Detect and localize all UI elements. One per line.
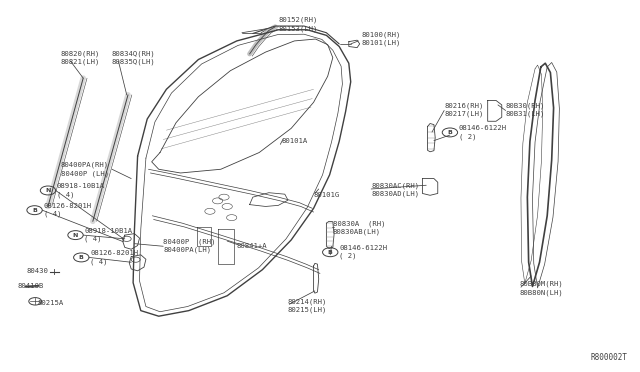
- Text: 80B30(RH)
80B31(LH): 80B30(RH) 80B31(LH): [506, 102, 545, 117]
- Text: 80100(RH)
80101(LH): 80100(RH) 80101(LH): [362, 32, 401, 46]
- Text: 08918-10B1A
( 4): 08918-10B1A ( 4): [57, 183, 105, 198]
- Text: 80400PA(RH)
80400P (LH): 80400PA(RH) 80400P (LH): [61, 162, 109, 177]
- Text: R800002T: R800002T: [590, 353, 627, 362]
- Text: 08126-8201H
( 4): 08126-8201H ( 4): [44, 203, 92, 217]
- Text: 80214(RH)
80215(LH): 80214(RH) 80215(LH): [288, 298, 328, 313]
- Text: B: B: [32, 208, 37, 213]
- Text: B: B: [447, 130, 452, 135]
- Text: 80830A  (RH)
80830AB(LH): 80830A (RH) 80830AB(LH): [333, 220, 385, 235]
- Text: 08918-10B1A
( 4): 08918-10B1A ( 4): [84, 228, 132, 242]
- Text: 80216(RH)
80217(LH): 80216(RH) 80217(LH): [445, 102, 484, 117]
- Text: 80830AC(RH)
80830AD(LH): 80830AC(RH) 80830AD(LH): [371, 182, 419, 197]
- Text: 80215A: 80215A: [37, 300, 63, 306]
- Text: 08146-6122H
( 2): 08146-6122H ( 2): [459, 125, 507, 140]
- Text: 80430: 80430: [27, 268, 49, 274]
- Text: 80101A: 80101A: [282, 138, 308, 144]
- Text: B: B: [79, 255, 84, 260]
- Text: N: N: [73, 232, 78, 238]
- Text: 80820(RH)
80821(LH): 80820(RH) 80821(LH): [61, 50, 100, 65]
- Text: 80834Q(RH)
80835Q(LH): 80834Q(RH) 80835Q(LH): [112, 50, 156, 65]
- Text: 08146-6122H
( 2): 08146-6122H ( 2): [339, 245, 387, 259]
- Text: N: N: [45, 188, 51, 193]
- Text: 80841+A: 80841+A: [237, 243, 268, 248]
- Text: 80410B: 80410B: [18, 283, 44, 289]
- Text: 80101G: 80101G: [314, 192, 340, 198]
- Text: B: B: [328, 250, 333, 255]
- Text: 08126-8201H
( 4): 08126-8201H ( 4): [90, 250, 138, 264]
- Text: 80152(RH)
80153(LH): 80152(RH) 80153(LH): [278, 17, 318, 32]
- Text: 80B80M(RH)
80B80N(LH): 80B80M(RH) 80B80N(LH): [520, 281, 563, 296]
- Text: 80400P  (RH)
80400PA(LH): 80400P (RH) 80400PA(LH): [163, 238, 216, 253]
